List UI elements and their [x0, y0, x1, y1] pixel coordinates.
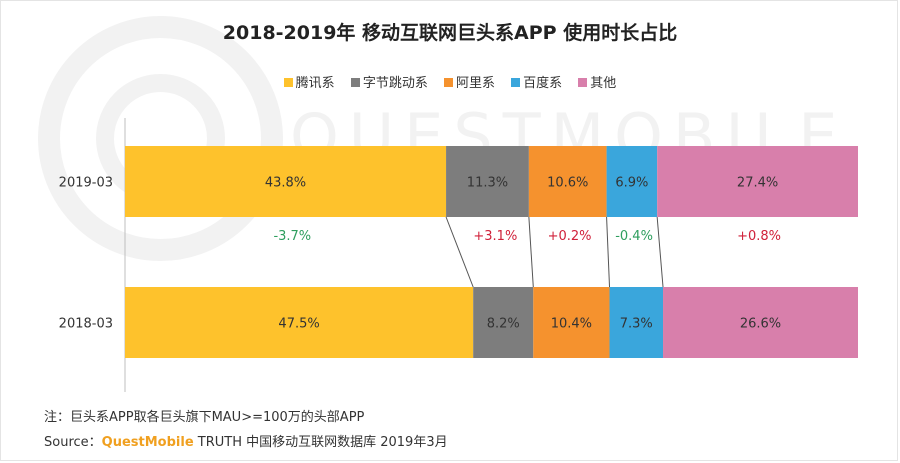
legend-label: 字节跳动系 — [362, 76, 428, 91]
bar-segment — [609, 287, 664, 358]
data-label: 26.6% — [740, 317, 781, 332]
connector-line — [445, 216, 474, 288]
bar-segment — [446, 146, 529, 217]
legend-label: 其他 — [590, 76, 617, 91]
data-label: 6.9% — [615, 176, 648, 191]
data-label: 11.3% — [467, 176, 508, 191]
change-label: +3.1% — [473, 229, 517, 244]
connector-line — [656, 216, 664, 288]
legend-item-bytedance: 字节跳动系 — [350, 72, 428, 91]
chart-legend: 腾讯系 字节跳动系 阿里系 百度系 其他 — [0, 72, 900, 91]
legend-label: 腾讯系 — [295, 76, 335, 91]
legend-swatch — [350, 78, 360, 87]
legend-item-tencent: 腾讯系 — [283, 72, 335, 91]
legend-swatch — [578, 78, 588, 87]
category-label: 2019-03 — [59, 176, 113, 191]
legend-item-others: 其他 — [578, 72, 616, 91]
change-label: +0.2% — [548, 229, 592, 244]
source-rest: TRUTH 中国移动互联网数据库 2019年3月 — [193, 435, 448, 450]
bar-segment — [125, 146, 447, 217]
chart-title: 2018-2019年 移动互联网巨头系APP 使用时长占比 — [222, 22, 678, 44]
data-label: 43.8% — [265, 176, 306, 191]
bar-segment — [533, 287, 610, 358]
legend-label: 百度系 — [523, 76, 563, 91]
data-label: 47.5% — [278, 317, 319, 332]
legend-item-baidu: 百度系 — [511, 72, 562, 91]
connector-line — [606, 216, 611, 288]
bar-segment — [473, 287, 534, 358]
legend-label: 阿里系 — [455, 76, 495, 91]
bar-segment — [528, 146, 607, 217]
data-label: 7.3% — [620, 317, 653, 332]
connector-line — [528, 216, 534, 288]
footer-note: 注：巨头系APP取各巨头旗下MAU>=100万的头部APP — [44, 410, 365, 425]
change-label: +0.8% — [737, 229, 781, 244]
change-label: -0.4% — [615, 229, 653, 244]
bar-segment — [657, 146, 858, 217]
source-prefix: Source： — [44, 435, 102, 450]
source-brand: QuestMobile — [101, 435, 194, 450]
legend-swatch — [283, 78, 293, 87]
bar-segment — [125, 287, 474, 358]
legend-swatch — [443, 78, 453, 87]
change-label: -3.7% — [273, 229, 311, 244]
legend-swatch — [511, 78, 521, 87]
data-label: 27.4% — [737, 176, 778, 191]
bar-segment — [606, 146, 658, 217]
category-label: 2018-03 — [59, 317, 113, 332]
data-label: 10.4% — [551, 317, 592, 332]
data-label: 10.6% — [547, 176, 588, 191]
footer-source: Source：QuestMobile TRUTH 中国移动互联网数据库 2019… — [44, 431, 448, 450]
bar-segment — [663, 287, 858, 358]
legend-item-alibaba: 阿里系 — [443, 72, 495, 91]
data-label: 8.2% — [487, 317, 520, 332]
